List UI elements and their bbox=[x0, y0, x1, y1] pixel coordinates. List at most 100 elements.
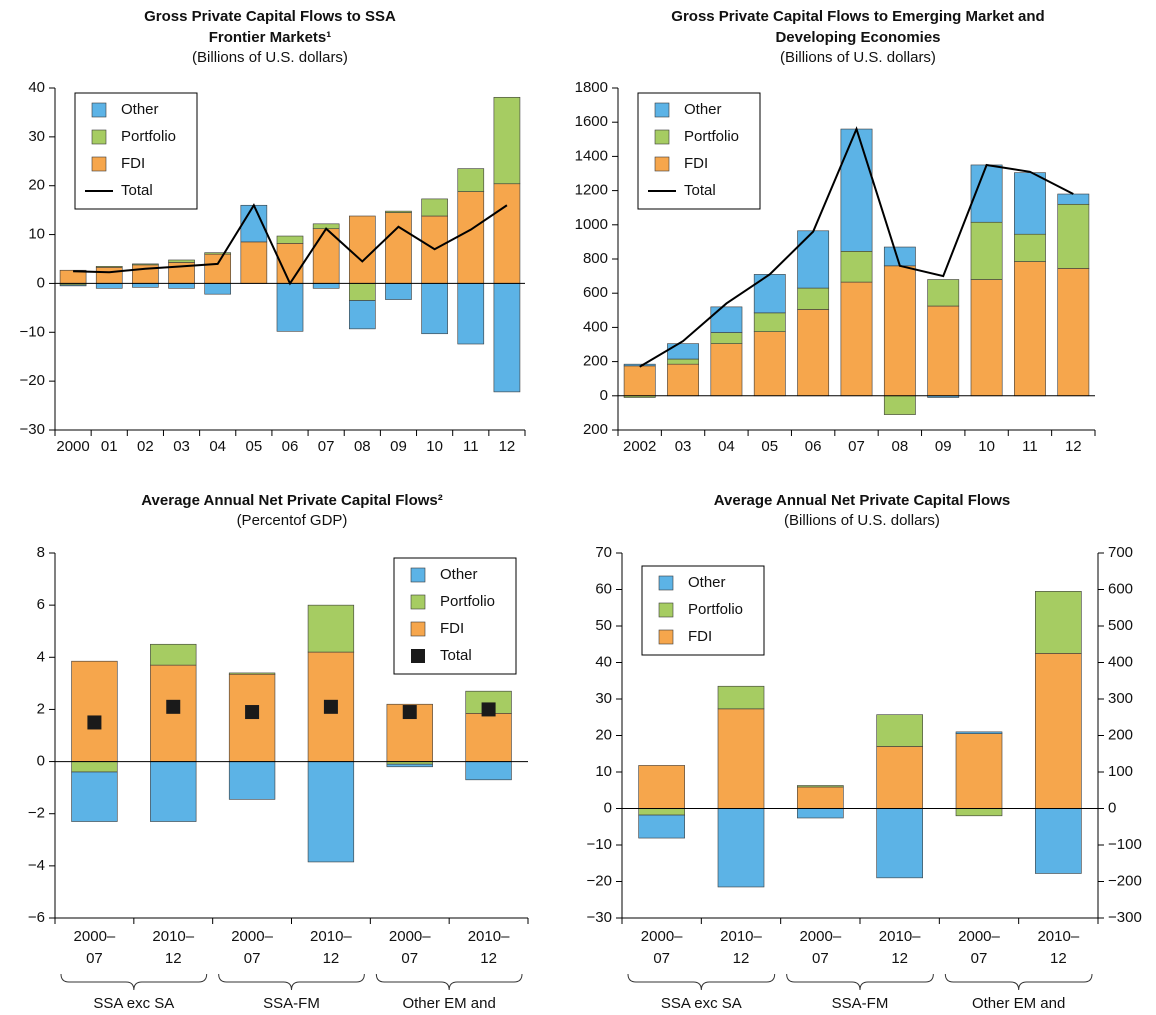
x-tick-label: 10 bbox=[426, 438, 443, 455]
y-tick-label: −30 bbox=[587, 909, 612, 926]
bar bbox=[276, 235, 304, 244]
bar bbox=[970, 221, 1003, 280]
y-tick-label: 600 bbox=[1108, 580, 1133, 597]
y-tick-label: 1000 bbox=[575, 216, 608, 233]
total-marker bbox=[481, 702, 496, 717]
x-tick-label: 08 bbox=[353, 438, 371, 455]
y-tick-label: −2 bbox=[28, 805, 45, 822]
bar bbox=[797, 230, 830, 289]
x-tick-label: 2000–07 bbox=[388, 928, 431, 967]
group-brace bbox=[944, 973, 1093, 991]
legend-swatch bbox=[658, 575, 674, 591]
y-tick-label: −4 bbox=[28, 857, 45, 874]
bar bbox=[623, 365, 656, 397]
bar bbox=[1014, 261, 1046, 397]
x-tick-label: 09 bbox=[390, 438, 407, 455]
y-tick-label: −10 bbox=[587, 836, 612, 853]
group-label: SSA exc SA bbox=[93, 995, 175, 1012]
bar bbox=[204, 283, 232, 295]
bar bbox=[638, 808, 685, 816]
bar bbox=[348, 215, 376, 284]
bar bbox=[240, 241, 268, 284]
total-marker bbox=[245, 705, 260, 720]
bar bbox=[797, 287, 830, 310]
bar bbox=[150, 643, 197, 666]
bar bbox=[421, 283, 448, 335]
legend-swatch bbox=[91, 156, 107, 172]
x-tick-label: 05 bbox=[245, 438, 263, 455]
bar bbox=[717, 708, 765, 809]
bar bbox=[717, 685, 765, 710]
bar bbox=[840, 281, 873, 397]
y-tick-label: 10 bbox=[595, 763, 612, 780]
chart-title: Average Annual Net Private Capital Flows… bbox=[141, 492, 443, 509]
bar bbox=[312, 283, 340, 289]
bar bbox=[955, 731, 1003, 734]
total-marker bbox=[166, 699, 181, 714]
y-tick-label: 8 bbox=[37, 544, 45, 561]
x-tick-label: 03 bbox=[173, 438, 190, 455]
legend-swatch bbox=[411, 649, 425, 663]
x-tick-label: 10 bbox=[978, 438, 995, 455]
chart-subtitle: (Percentof GDP) bbox=[236, 512, 348, 529]
bar bbox=[204, 253, 232, 284]
bar bbox=[71, 771, 118, 822]
bar bbox=[1057, 203, 1090, 269]
group-label: SSA-FM bbox=[831, 995, 889, 1012]
y-tick-label: 100 bbox=[1108, 763, 1133, 780]
bar bbox=[797, 786, 844, 809]
bar bbox=[385, 210, 412, 213]
title-block: Average Annual Net Private Capital Flows… bbox=[0, 490, 592, 531]
chart-subtitle: (Billions of U.S. dollars) bbox=[784, 512, 940, 529]
bar bbox=[797, 309, 830, 397]
legend-swatch bbox=[654, 129, 670, 145]
y-tick-label: 40 bbox=[595, 653, 612, 670]
legend-label: Other bbox=[688, 574, 726, 591]
bar bbox=[228, 761, 276, 800]
bar bbox=[797, 808, 844, 819]
bar bbox=[385, 283, 412, 300]
legend-label: FDI bbox=[688, 628, 712, 645]
chart-title: Gross Private Capital Flows to Emerging … bbox=[671, 8, 1045, 46]
y-tick-label: 20 bbox=[28, 177, 45, 194]
x-tick-label: 09 bbox=[934, 438, 952, 455]
legend-swatch bbox=[658, 629, 674, 645]
bar bbox=[465, 761, 512, 781]
total-marker bbox=[402, 705, 417, 720]
group-label: SSA exc SA bbox=[660, 995, 742, 1012]
total-marker bbox=[87, 715, 102, 730]
bar bbox=[465, 713, 512, 762]
y-tick-label: 1600 bbox=[575, 113, 608, 130]
x-tick-label: 12 bbox=[1064, 438, 1082, 455]
legend-label: Other bbox=[440, 566, 478, 583]
x-tick-label: 08 bbox=[891, 438, 909, 455]
bar bbox=[385, 212, 412, 284]
group-brace bbox=[218, 973, 365, 991]
group-brace bbox=[786, 973, 934, 991]
y-tick-label: 30 bbox=[28, 128, 45, 145]
bar bbox=[1035, 591, 1082, 654]
x-tick-label: 2010–12 bbox=[1037, 928, 1080, 967]
chart-subtitle: (Billions of U.S. dollars) bbox=[780, 49, 936, 66]
y-tick-label: 70 bbox=[595, 544, 612, 561]
x-tick-label: 2010–12 bbox=[720, 928, 762, 967]
x-tick-label: 2000–07 bbox=[640, 928, 683, 967]
x-tick-label: 2010–12 bbox=[467, 928, 510, 967]
legend-swatch bbox=[658, 602, 674, 618]
bar bbox=[667, 358, 699, 365]
bar bbox=[95, 267, 123, 284]
y-tick-label: 6 bbox=[37, 596, 45, 613]
y-tick-label: 200 bbox=[583, 421, 608, 438]
bar bbox=[457, 283, 485, 345]
group-label: SSA-FM bbox=[263, 995, 320, 1012]
bar bbox=[840, 251, 873, 283]
bar bbox=[753, 274, 786, 314]
group-brace bbox=[60, 973, 208, 991]
y-tick-label: −10 bbox=[20, 323, 45, 340]
x-tick-label: 2000 bbox=[56, 438, 90, 455]
bar bbox=[710, 343, 743, 397]
y-tick-label: 1800 bbox=[575, 79, 608, 96]
bar bbox=[667, 363, 699, 397]
